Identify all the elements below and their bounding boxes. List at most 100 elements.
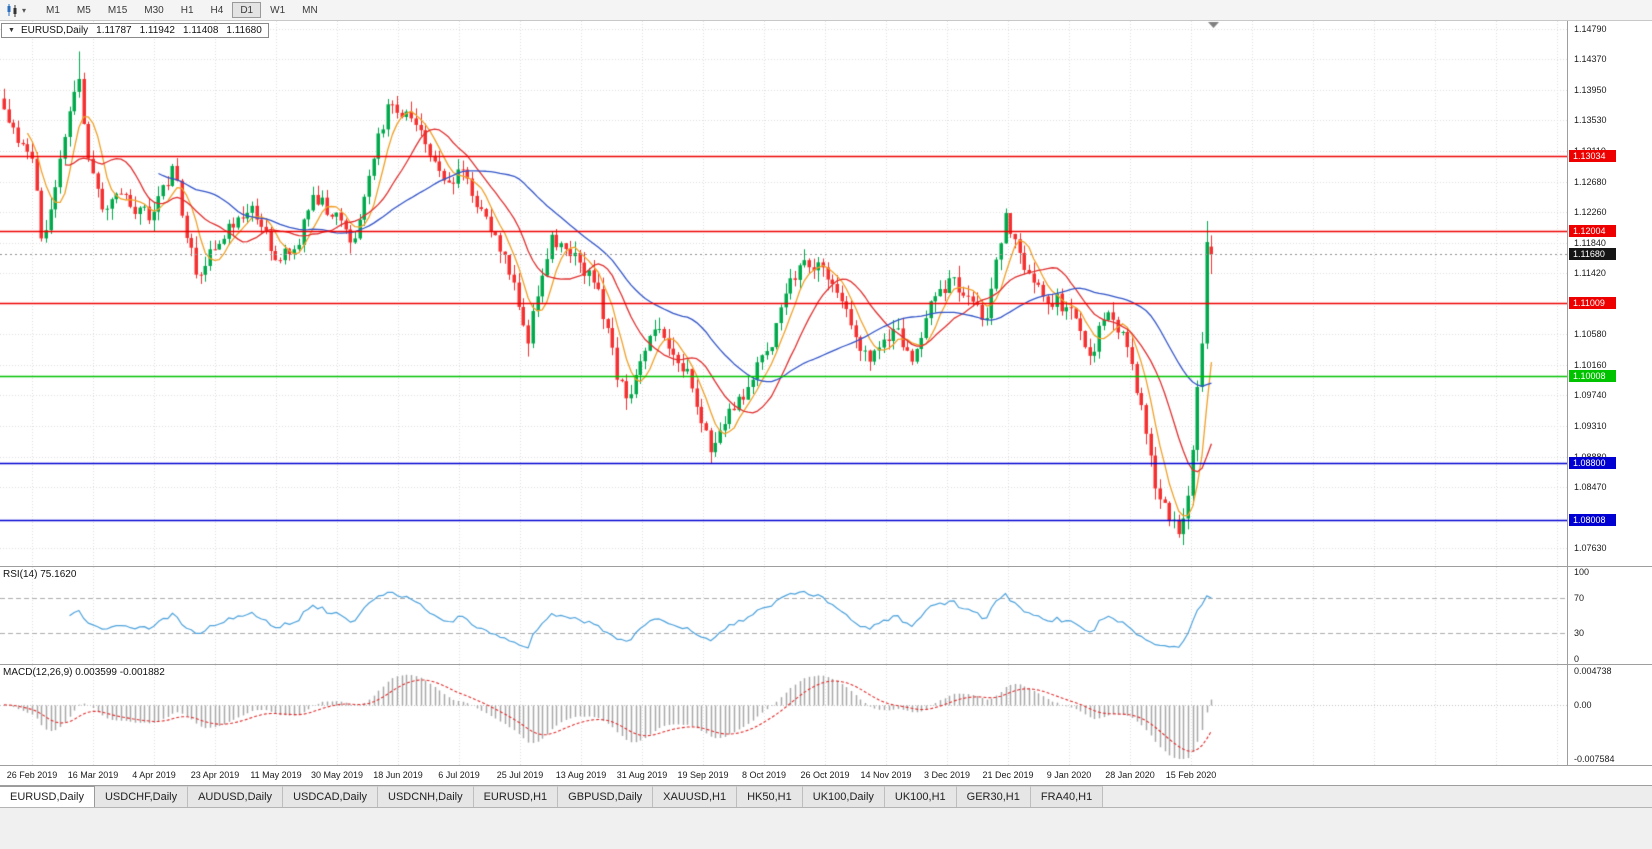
price-axis: 1.147901.143701.139501.135301.131101.126… [1567,21,1652,566]
price-level-label: 1.11680 [1569,248,1616,261]
chart-tab-fra40-h1[interactable]: FRA40,H1 [1030,786,1104,807]
date-tick-label: 9 Jan 2020 [1046,770,1092,780]
price-tick-label: 1.12260 [1574,207,1607,218]
chart-tab-uk100-daily[interactable]: UK100,Daily [802,786,885,807]
chart-tab-gbpusd-daily[interactable]: GBPUSD,Daily [558,786,654,807]
date-tick-label: 19 Sep 2019 [677,770,729,780]
timeframe-button-w1[interactable]: W1 [270,5,286,16]
price-tick-label: 1.13530 [1574,115,1607,126]
date-axis: 26 Feb 2019 16 Mar 2019 4 Apr 2019 23 Apr 2… [0,766,1652,786]
macd-tick-label: -0.007584 [1574,754,1615,764]
date-tick-label: 31 Aug 2019 [616,770,668,780]
timeframe-button-mn[interactable]: MN [302,5,318,16]
date-tick-label: 4 Apr 2019 [132,770,176,780]
price-tick-label: 1.10160 [1574,359,1607,370]
chart-symbol-label: EURUSD,Daily [20,25,89,36]
macd-tick-label: 0.004738 [1574,666,1612,676]
price-tick-label: 1.14790 [1574,23,1607,34]
rsi-canvas[interactable] [0,567,1567,664]
chart-open-value: 1.11787 [96,25,132,36]
price-level-label: 1.10008 [1569,369,1616,382]
price-tick-label: 1.09740 [1574,389,1607,400]
price-tick-label: 1.11840 [1574,237,1606,248]
rsi-label: RSI(14) 75.1620 [3,569,77,580]
price-tick-label: 1.12680 [1574,176,1607,187]
chart-high-value: 1.11942 [139,25,175,36]
chart-tab-uk100-h1[interactable]: UK100,H1 [884,786,957,807]
price-tick-label: 1.09310 [1574,421,1607,432]
chart-tab-usdchf-daily[interactable]: USDCHF,Daily [94,786,189,807]
rsi-axis: 100 70 30 0 [1567,567,1652,664]
timeframe-button-m15[interactable]: M15 [107,5,128,16]
price-tick-label: 1.07630 [1574,542,1607,553]
chevron-down-icon: ▾ [22,5,27,15]
chart-tab-audusd-daily[interactable]: AUDUSD,Daily [188,786,284,807]
date-tick-label: 26 Oct 2019 [800,770,850,780]
chart-tab-usdcnh-daily[interactable]: USDCNH,Daily [378,786,474,807]
date-tick-label: 14 Nov 2019 [860,770,912,780]
date-tick-label: 15 Feb 2020 [1165,770,1217,780]
bottom-strip [0,808,1652,849]
macd-label: MACD(12,26,9) 0.003599 -0.001882 [3,667,165,678]
date-tick-label: 23 Apr 2019 [190,770,240,780]
candlestick-chart-icon [7,3,17,17]
macd-plot[interactable]: MACD(12,26,9) 0.003599 -0.001882 [0,665,1567,765]
chart-low-value: 1.11408 [182,25,219,36]
price-tick-label: 1.08470 [1574,482,1607,492]
date-tick-label: 6 Jul 2019 [438,770,480,780]
date-tick-label: 8 Oct 2019 [741,770,787,780]
timeframe-button-m5[interactable]: M5 [76,5,91,16]
chart-close-value: 1.11680 [226,25,262,36]
rsi-tick-label: 30 [1574,627,1585,638]
chart-tab-eurusd-daily[interactable]: EURUSD,Daily [0,786,95,807]
timeframe-button-m30[interactable]: M30 [144,5,164,16]
price-chart-canvas[interactable] [0,21,1567,566]
rsi-tick-label: 100 [1574,567,1590,577]
chart-tab-eurusd-h1[interactable]: EURUSD,H1 [473,786,559,807]
price-level-label: 1.08008 [1569,514,1616,527]
chart-tab-bar: EURUSD,Daily USDCHF,Daily AUDUSD,Daily USDC… [0,786,1652,808]
chart-tab-usdcad-daily[interactable]: USDCAD,Daily [283,786,379,807]
rsi-plot[interactable]: RSI(14) 75.1620 [0,567,1567,664]
timeframe-toolbar: ▾ M1 M5 M15 M30 H1 H4 D1 W1 MN [0,0,1652,21]
price-tick-label: 1.10580 [1574,329,1607,340]
macd-tick-label: 0.00 [1574,699,1592,710]
macd-indicator-pane: MACD(12,26,9) 0.003599 -0.001882 0.00473… [0,665,1652,766]
date-tick-label: 16 Mar 2019 [67,770,119,780]
chart-header: ▼ EURUSD,Daily 1.11787 1.11942 1.11408 1… [1,23,269,38]
chart-tab-ger30-h1[interactable]: GER30,H1 [956,786,1031,807]
main-plot[interactable]: ▼ EURUSD,Daily 1.11787 1.11942 1.11408 1… [0,21,1567,566]
chart-collapse-icon[interactable]: ▼ [8,27,15,34]
timeframe-button-h1[interactable]: H1 [180,5,194,16]
rsi-indicator-pane: RSI(14) 75.1620 100 70 30 0 [0,567,1652,665]
date-tick-label: 30 May 2019 [310,770,364,780]
timeframe-button-h4[interactable]: H4 [210,5,224,16]
timeframe-button-m1[interactable]: M1 [46,5,60,16]
date-tick-label: 25 Jul 2019 [496,770,544,780]
date-tick-label: 21 Dec 2019 [982,770,1034,780]
main-chart-pane: ▼ EURUSD,Daily 1.11787 1.11942 1.11408 1… [0,21,1652,567]
price-level-label: 1.13034 [1569,150,1616,163]
timeframe-buttons: M1 M5 M15 M30 H1 H4 D1 W1 MN [38,2,327,18]
chart-tab-xauusd-h1[interactable]: XAUUSD,H1 [653,786,738,807]
rsi-tick-label: 70 [1574,593,1585,604]
date-tick-label: 11 May 2019 [250,770,302,780]
price-level-label: 1.12004 [1569,224,1616,237]
price-tick-label: 1.14370 [1574,54,1607,65]
macd-canvas[interactable] [0,665,1567,765]
date-tick-label: 28 Jan 2020 [1105,770,1155,780]
price-level-label: 1.08800 [1569,457,1616,470]
price-tick-label: 1.11420 [1574,268,1606,279]
chart-type-tool[interactable]: ▾ [5,3,27,17]
timeframe-button-d1[interactable]: D1 [232,2,262,18]
price-level-label: 1.11009 [1569,296,1616,309]
macd-axis: 0.004738 0.00 -0.007584 [1567,665,1652,765]
date-tick-label: 3 Dec 2019 [923,770,971,780]
date-tick-label: 26 Feb 2019 [6,770,58,780]
rsi-tick-label: 0 [1574,654,1580,664]
price-tick-label: 1.13950 [1574,84,1607,95]
date-tick-label: 13 Aug 2019 [555,770,607,780]
date-tick-label: 18 Jun 2019 [373,770,423,780]
chart-tab-hk50-h1[interactable]: HK50,H1 [737,786,803,807]
